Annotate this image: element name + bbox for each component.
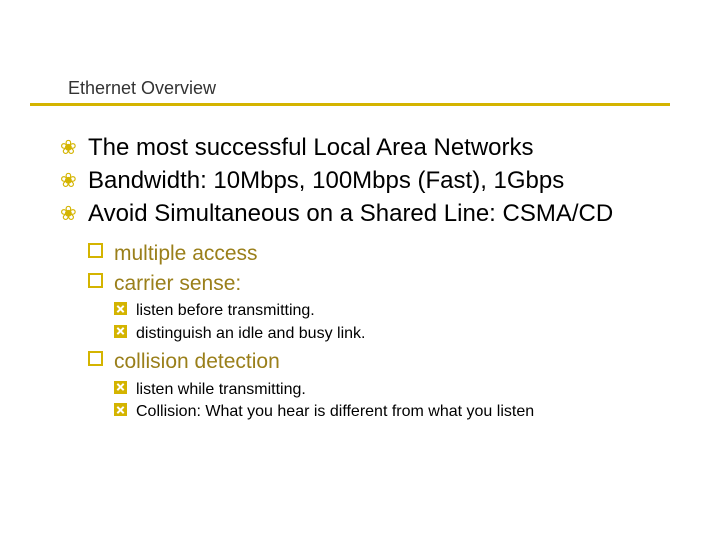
bullet-text: The most successful Local Area Networks [88,134,534,161]
bullet-list: ❀ The most successful Local Area Network… [60,132,660,423]
zapf-bullet-icon: ❀ [60,135,77,161]
sub-sublist: listen before transmitting. distinguish … [88,300,660,344]
bullet-lvl2: multiple access [88,240,660,268]
bullet-lvl1: ❀ Bandwidth: 10Mbps, 100Mbps (Fast), 1Gb… [60,165,660,196]
content-area: ❀ The most successful Local Area Network… [60,130,660,427]
bullet-text: multiple access [114,242,258,265]
bullet-text: Bandwidth: 10Mbps, 100Mbps (Fast), 1Gbps [88,167,564,194]
bullet-lvl3: listen while transmitting. [114,379,660,401]
bullet-text: Avoid Simultaneous on a Shared Line: CSM… [88,200,613,227]
square-x-bullet-icon [114,302,127,315]
square-x-bullet-icon [114,381,127,394]
bullet-lvl1: ❀ Avoid Simultaneous on a Shared Line: C… [60,198,660,229]
bullet-lvl2: carrier sense: [88,270,660,298]
bullet-text: listen before transmitting. [136,302,315,319]
square-x-bullet-icon [114,403,127,416]
bullet-lvl3: listen before transmitting. [114,300,660,322]
bullet-text: listen while transmitting. [136,381,306,398]
square-outline-bullet-icon [88,243,103,258]
slide-title: Ethernet Overview [50,78,670,103]
bullet-lvl2: collision detection [88,348,660,376]
title-underline [30,103,670,106]
bullet-text: distinguish an idle and busy link. [136,325,365,342]
title-block: Ethernet Overview [50,78,670,106]
sub-sublist: listen while transmitting. Collision: Wh… [88,379,660,423]
bullet-lvl3: distinguish an idle and busy link. [114,323,660,345]
bullet-text: collision detection [114,350,280,373]
slide: Ethernet Overview ❀ The most successful … [0,0,720,540]
bullet-lvl1: ❀ The most successful Local Area Network… [60,132,660,163]
bullet-text: carrier sense: [114,272,241,295]
square-outline-bullet-icon [88,273,103,288]
bullet-text: Collision: What you hear is different fr… [136,403,534,420]
bullet-lvl3: Collision: What you hear is different fr… [114,401,660,423]
square-outline-bullet-icon [88,351,103,366]
sublist: multiple access carrier sense: listen be… [60,240,660,423]
square-x-bullet-icon [114,325,127,338]
zapf-bullet-icon: ❀ [60,168,77,194]
zapf-bullet-icon: ❀ [60,201,77,227]
